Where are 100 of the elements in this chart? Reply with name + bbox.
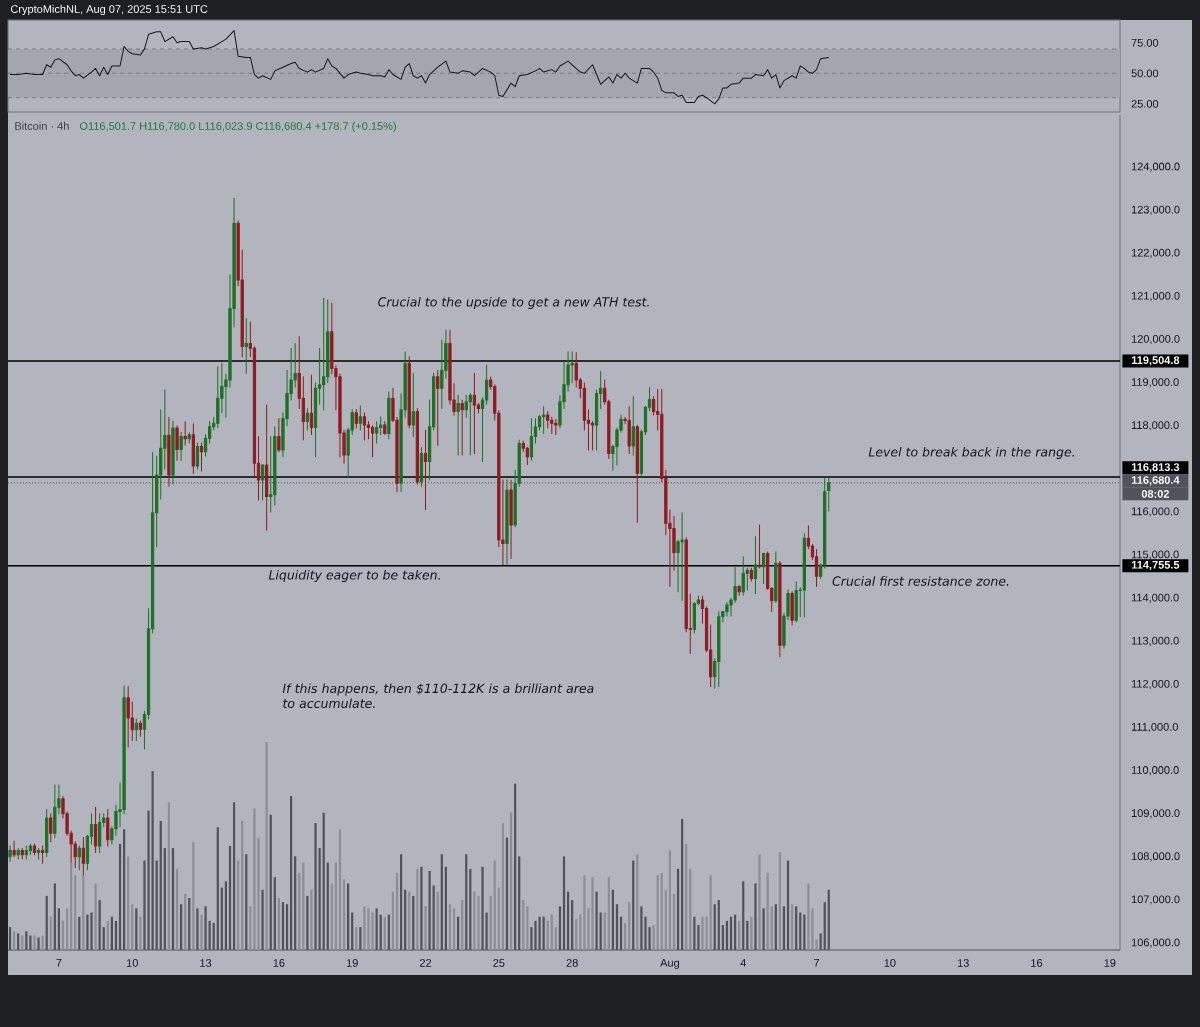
- bar: [514, 783, 517, 950]
- candlestick: [24, 845, 28, 860]
- bar: [208, 920, 211, 950]
- candlestick: [460, 399, 464, 456]
- line-series: [9, 30, 830, 105]
- bar: [269, 814, 272, 950]
- candlestick: [761, 552, 766, 585]
- bar: [457, 916, 460, 950]
- candlestick: [53, 784, 57, 838]
- x-tick-label: 19: [1104, 959, 1116, 967]
- bar: [477, 895, 480, 950]
- bar: [428, 870, 431, 950]
- bar: [701, 916, 704, 950]
- candlestick: [93, 806, 98, 854]
- bar: [106, 920, 109, 950]
- bar: [436, 891, 439, 950]
- bar: [74, 875, 77, 950]
- bar: [330, 883, 333, 950]
- bar: [273, 877, 276, 950]
- bar: [526, 906, 529, 950]
- candlestick: [505, 479, 509, 566]
- y-tick-label: 111,000.0: [1131, 723, 1178, 733]
- bar: [611, 889, 614, 950]
- annotation: If this happens, then $110-112K is a brilliant area to accumulate.: [282, 683, 594, 709]
- candlestick: [387, 391, 391, 440]
- bar: [697, 925, 700, 950]
- bar: [754, 883, 757, 950]
- bar: [290, 796, 293, 950]
- x-tick-label: 13: [957, 959, 969, 967]
- bar: [375, 908, 378, 950]
- bar: [184, 893, 187, 950]
- candlestick: [20, 847, 24, 860]
- y-tick-label: 123,000.0: [1131, 205, 1180, 215]
- bar: [391, 891, 395, 950]
- bar: [550, 914, 553, 950]
- bar: [566, 891, 570, 950]
- candlestick: [411, 372, 415, 438]
- bar: [94, 883, 97, 950]
- candlestick: [16, 847, 20, 860]
- y-tick-label: 109,000.0: [1131, 809, 1180, 819]
- bar: [49, 916, 52, 950]
- candlestick: [509, 479, 513, 560]
- bar: [147, 810, 150, 950]
- y-tick-label: 107,000.0: [1131, 895, 1180, 905]
- bar: [61, 920, 65, 950]
- y-tick-label: 122,000.0: [1131, 248, 1180, 258]
- candlestick: [195, 442, 200, 470]
- bar: [395, 873, 399, 950]
- y-tick-label: 115,000.0: [1131, 550, 1179, 560]
- y-tick-label: 25.00: [1131, 99, 1159, 108]
- bar: [583, 875, 586, 950]
- y-tick-label: 119,000.0: [1131, 378, 1179, 388]
- bar: [387, 914, 390, 950]
- candlestick: [468, 392, 472, 456]
- x-tick-label: 28: [566, 959, 578, 967]
- bar: [302, 862, 305, 950]
- bar: [216, 827, 219, 950]
- bar: [721, 925, 724, 950]
- bar: [175, 868, 179, 950]
- candlestick: [794, 581, 798, 623]
- bar: [452, 908, 456, 950]
- candlestick: [436, 369, 440, 446]
- y-tick-label: 124,000.0: [1131, 162, 1180, 172]
- candlestick: [749, 567, 754, 582]
- candlestick: [305, 408, 310, 431]
- candlestick: [216, 366, 220, 429]
- x-tick-label: 13: [200, 959, 212, 967]
- bar: [228, 845, 232, 950]
- bar: [420, 866, 423, 950]
- bar: [725, 920, 729, 950]
- annotation: Level to break back in the range.: [868, 446, 1074, 460]
- bar: [823, 902, 826, 950]
- bar: [469, 868, 472, 950]
- bar: [70, 862, 73, 950]
- bar: [652, 925, 655, 950]
- y-tick-label: 110,000.0: [1131, 766, 1179, 776]
- bar: [636, 854, 639, 950]
- candlestick: [175, 425, 179, 461]
- bar: [41, 935, 44, 950]
- bar: [212, 922, 215, 950]
- bar: [110, 916, 113, 950]
- candlestick: [260, 464, 265, 501]
- bar: [795, 906, 798, 950]
- text: 08:02: [1141, 489, 1170, 498]
- bar: [497, 887, 500, 950]
- x-tick-label: 25: [493, 959, 505, 967]
- bar: [314, 823, 317, 950]
- bar: [709, 875, 712, 950]
- x-tick-label: 16: [1031, 959, 1043, 967]
- candlestick: [802, 532, 806, 618]
- bar: [672, 893, 676, 950]
- candlestick: [179, 431, 183, 461]
- bar: [310, 889, 313, 950]
- bar: [424, 906, 427, 950]
- candlestick: [199, 442, 204, 472]
- candlestick: [49, 813, 53, 843]
- bar: [224, 881, 228, 950]
- bar: [151, 771, 154, 950]
- bar: [615, 904, 619, 950]
- bar: [681, 818, 684, 950]
